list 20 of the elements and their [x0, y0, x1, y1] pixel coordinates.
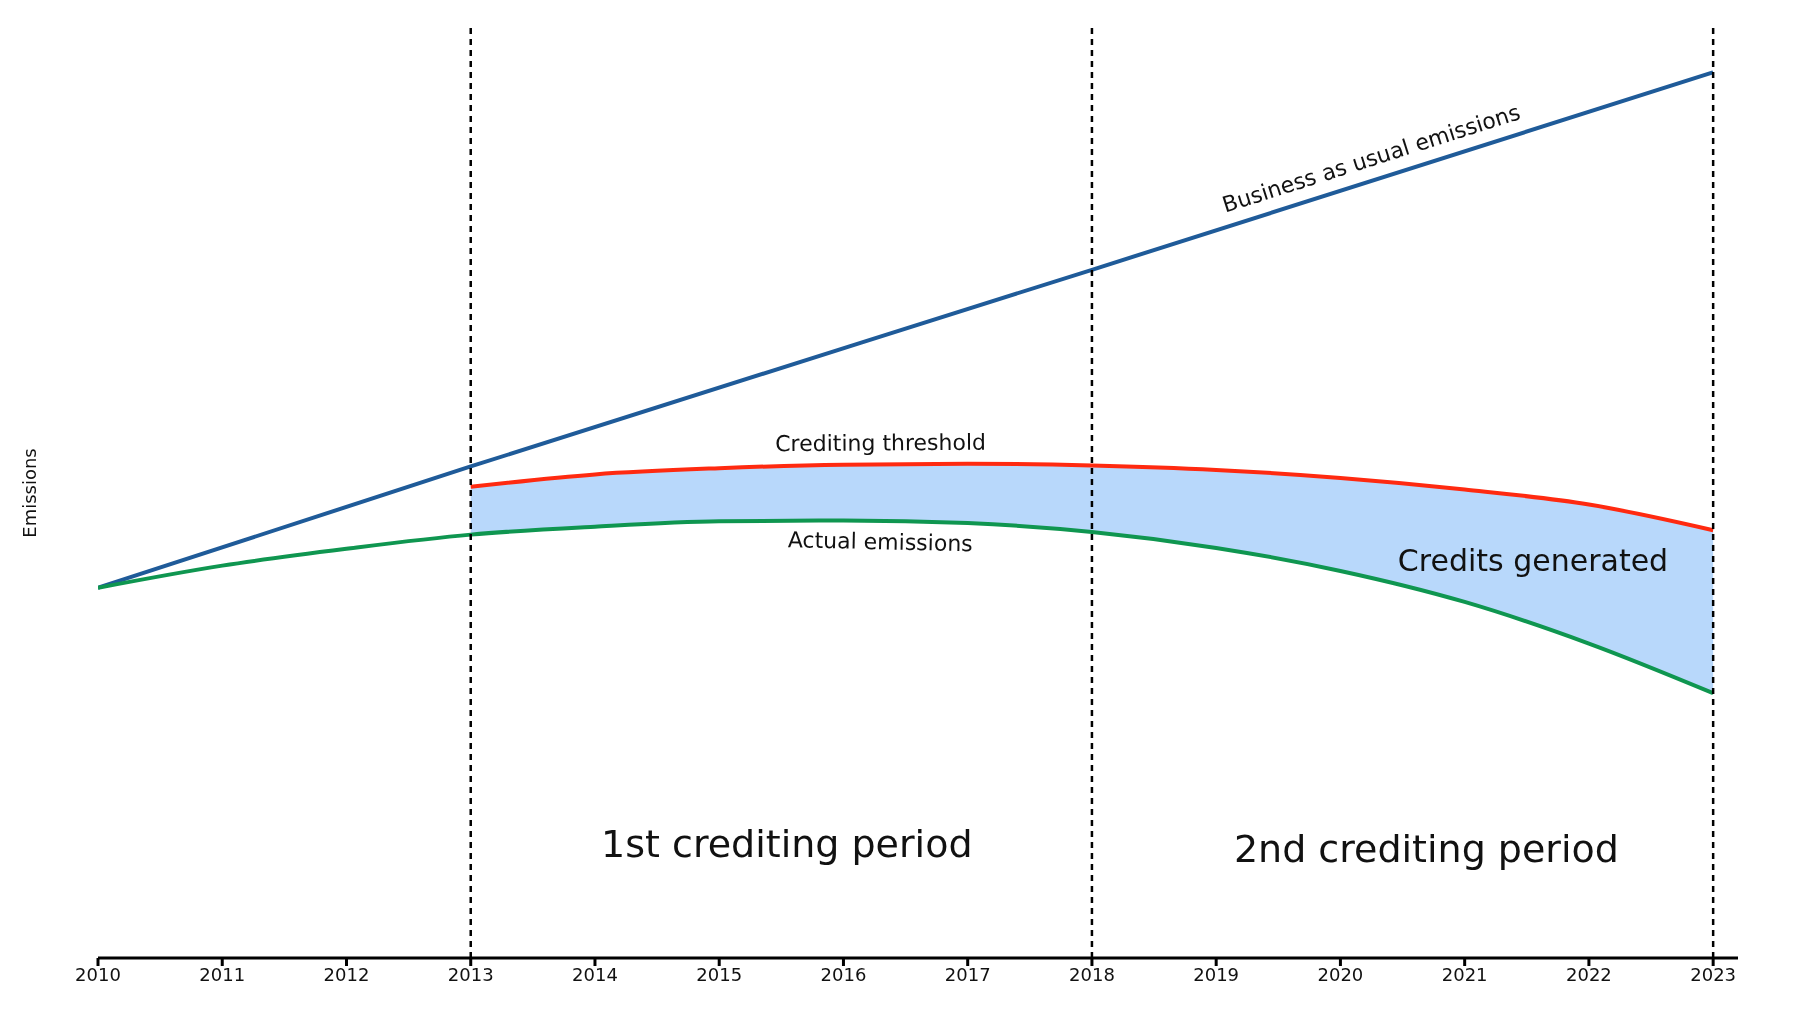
x-tick-label: 2019: [1193, 963, 1240, 985]
series-label: Actual emissions: [787, 527, 973, 557]
y-axis-title: Emissions: [19, 448, 40, 538]
x-tick-label: 2018: [1069, 963, 1115, 985]
annotation: Credits generated: [1397, 543, 1669, 579]
series-label: Crediting threshold: [775, 429, 987, 457]
annotation: 2nd crediting period: [1233, 826, 1619, 871]
x-tick-label: 2021: [1441, 963, 1488, 985]
x-tick-label: 2020: [1317, 963, 1364, 985]
annotation: 1st crediting period: [601, 821, 973, 866]
x-tick-label: 2017: [944, 963, 991, 985]
x-tick-label: 2015: [696, 963, 743, 985]
x-tick-label: 2022: [1566, 963, 1612, 985]
x-tick-label: 2012: [323, 963, 370, 985]
x-tick-label: 2014: [572, 963, 618, 985]
x-tick-label: 2010: [75, 963, 121, 985]
x-tick-label: 2013: [447, 963, 494, 985]
x-tick-label: 2016: [820, 963, 867, 985]
x-tick-label: 2023: [1690, 963, 1737, 985]
x-tick-label: 2011: [199, 963, 246, 985]
